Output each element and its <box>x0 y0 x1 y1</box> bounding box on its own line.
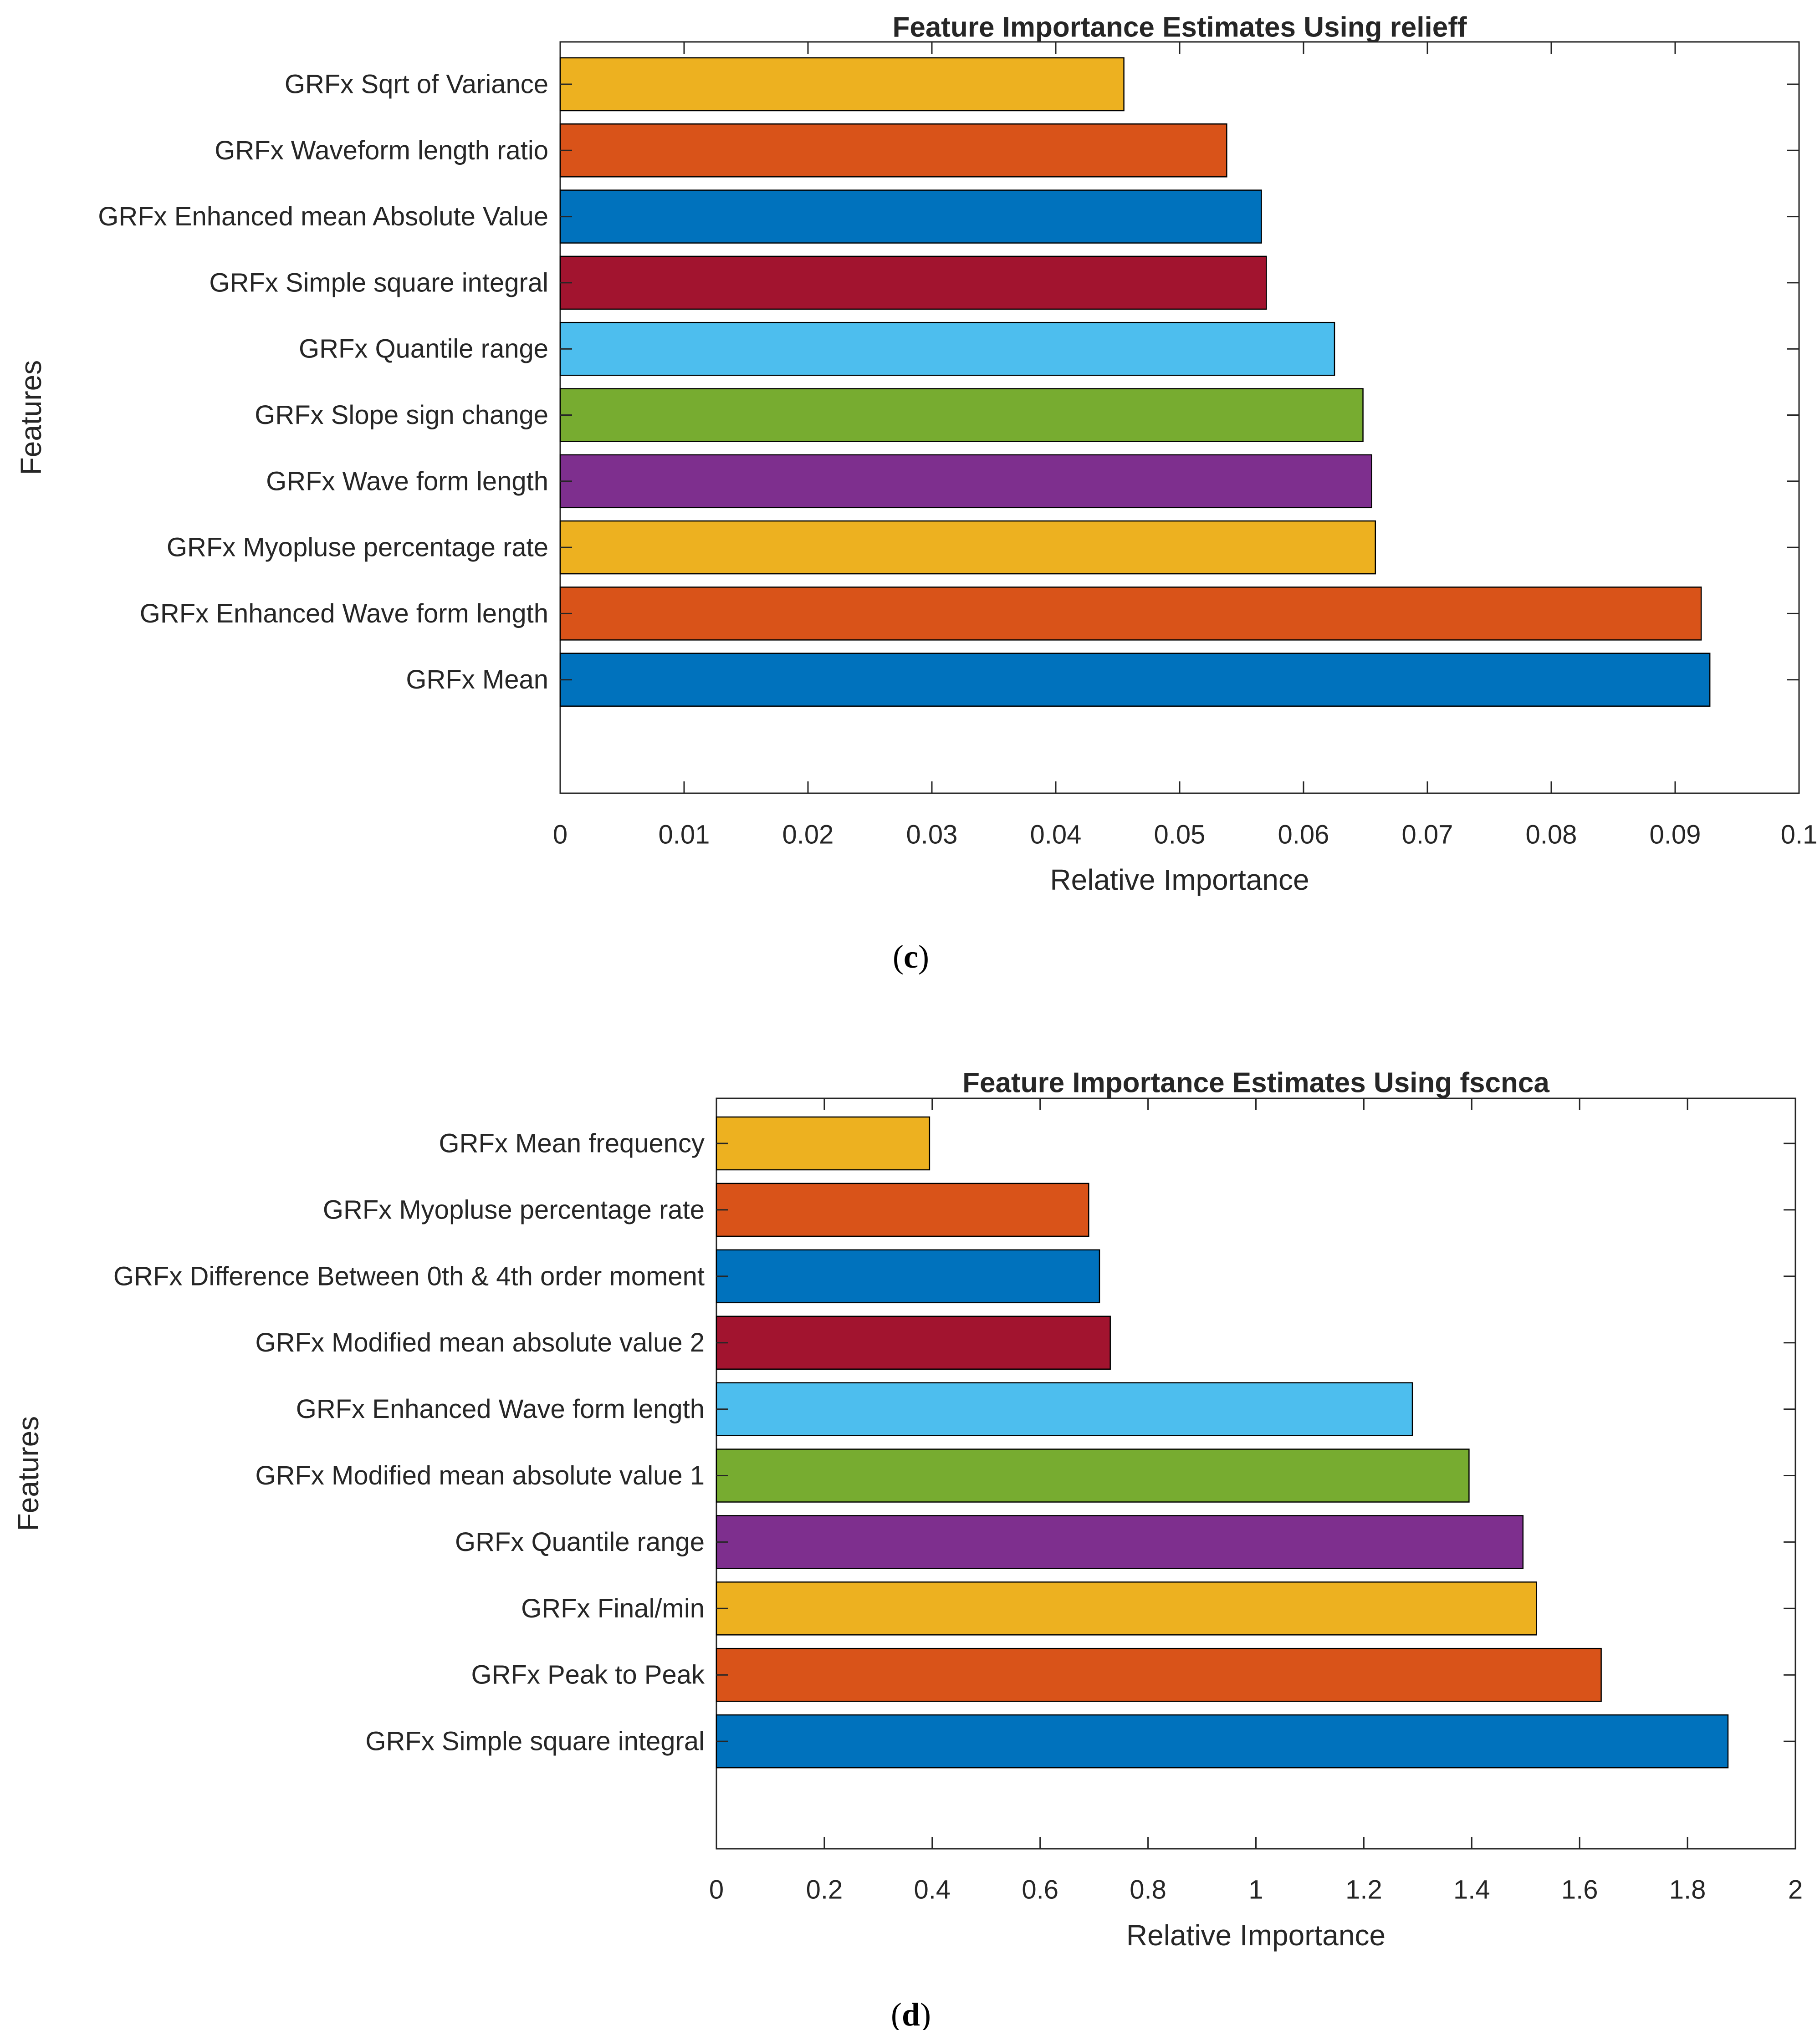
bar-grfx-quantile-range <box>559 321 1335 376</box>
y-tick-label-grfx-simple-square-integral: GRFx Simple square integral <box>209 268 548 297</box>
y-tick-label-grfx-enhanced-wave-form-length: GRFx Enhanced Wave form length <box>296 1394 705 1424</box>
x-tick-label: 1 <box>1248 1875 1263 1905</box>
x-tick-label: 0.6 <box>1022 1875 1058 1905</box>
bar-grfx-difference-between-0th-4th-order-moment <box>716 1249 1100 1304</box>
x-tick-label: 0 <box>553 820 567 850</box>
y-tick-label-grfx-myopluse-percentage-rate: GRFx Myopluse percentage rate <box>167 533 548 562</box>
x-tick-label: 1.2 <box>1345 1875 1382 1905</box>
bar-grfx-modified-mean-absolute-value-2 <box>716 1316 1111 1370</box>
bar-grfx-mean <box>559 653 1711 707</box>
bar-grfx-enhanced-wave-form-length <box>716 1382 1413 1436</box>
caption-close-paren: ) <box>920 1996 931 2030</box>
x-tick-label: 2 <box>1788 1875 1803 1905</box>
y-tick-label-grfx-enhanced-wave-form-length: GRFx Enhanced Wave form length <box>140 599 548 628</box>
x-tick-label: 0.01 <box>659 820 710 850</box>
bar-grfx-simple-square-integral <box>559 255 1267 310</box>
y-tick-label-grfx-waveform-length-ratio: GRFx Waveform length ratio <box>215 136 548 165</box>
bar-grfx-sqrt-of-variance <box>559 57 1125 112</box>
x-tick-label: 0.4 <box>914 1875 951 1905</box>
chart-fscnca: GRFx Mean frequency GRFx Myopluse percent… <box>12 1067 1803 2030</box>
caption-open-paren: ( <box>891 1996 902 2030</box>
caption-letter: d <box>902 1996 920 2030</box>
x-tick-label: 0.09 <box>1650 820 1701 850</box>
bar-grfx-simple-square-integral <box>716 1714 1729 1769</box>
x-tick-label: 0.08 <box>1526 820 1577 850</box>
x-tick-label: 0.06 <box>1278 820 1329 850</box>
bar-grfx-myopluse-percentage-rate <box>559 520 1376 575</box>
y-tick-label-grfx-mean: GRFx Mean <box>406 665 548 694</box>
x-tick-label: 0 <box>709 1875 724 1905</box>
caption-open-paren: ( <box>893 938 904 975</box>
x-tick-label: 1.8 <box>1669 1875 1706 1905</box>
x-tick-label: 0.8 <box>1130 1875 1166 1905</box>
bar-grfx-wave-form-length <box>559 454 1372 509</box>
x-tick-label: 0.2 <box>806 1875 843 1905</box>
bar-grfx-quantile-range <box>716 1515 1524 1569</box>
y-tick-label-grfx-quantile-range: GRFx Quantile range <box>455 1527 705 1557</box>
x-tick-label: 0.05 <box>1154 820 1206 850</box>
bar-grfx-waveform-length-ratio <box>559 123 1227 178</box>
y-tick-label-grfx-mean-frequency: GRFx Mean frequency <box>439 1129 705 1158</box>
y-tick-label-grfx-simple-square-integral: GRFx Simple square integral <box>365 1727 705 1756</box>
x-tick-label: 0.1 <box>1781 820 1818 850</box>
y-tick-label-grfx-quantile-range: GRFx Quantile range <box>299 334 548 364</box>
panel-caption: (c) <box>893 938 929 975</box>
y-tick-label-grfx-myopluse-percentage-rate: GRFx Myopluse percentage rate <box>323 1195 705 1224</box>
bar-grfx-slope-sign-change <box>559 388 1364 442</box>
y-tick-label-grfx-modified-mean-absolute-value-1: GRFx Modified mean absolute value 1 <box>255 1461 705 1490</box>
y-tick-label-grfx-sqrt-of-variance: GRFx Sqrt of Variance <box>285 70 548 99</box>
y-axis-label: Features <box>12 1416 45 1531</box>
x-tick-label: 1.6 <box>1561 1875 1598 1905</box>
y-tick-label-grfx-final-min: GRFx Final/min <box>521 1594 705 1623</box>
bar-grfx-final-min <box>716 1581 1537 1636</box>
bar-grfx-peak-to-peak <box>716 1647 1602 1702</box>
x-tick-label: 0.04 <box>1030 820 1082 850</box>
chart-title: Feature Importance Estimates Using fscnc… <box>962 1067 1549 1099</box>
x-tick-label: 0.07 <box>1402 820 1453 850</box>
bar-grfx-mean-frequency <box>716 1116 930 1171</box>
y-axis-label: Features <box>15 360 47 475</box>
y-tick-label-grfx-modified-mean-absolute-value-2: GRFx Modified mean absolute value 2 <box>255 1328 705 1357</box>
caption-close-paren: ) <box>918 938 929 975</box>
chart-relieff: GRFx Sqrt of Variance GRFx Waveform lengt… <box>15 12 1817 975</box>
x-tick-label: 0.02 <box>782 820 834 850</box>
x-axis-label: Relative Importance <box>1050 863 1309 896</box>
chart-title: Feature Importance Estimates Using relie… <box>892 12 1467 43</box>
bar-grfx-enhanced-wave-form-length <box>559 587 1702 641</box>
x-tick-label: 0.03 <box>906 820 958 850</box>
y-tick-label-grfx-wave-form-length: GRFx Wave form length <box>266 466 548 496</box>
x-tick-label: 1.4 <box>1453 1875 1490 1905</box>
bar-grfx-enhanced-mean-absolute-value <box>559 189 1262 244</box>
bar-grfx-myopluse-percentage-rate <box>716 1183 1089 1237</box>
caption-letter: c <box>904 938 918 975</box>
x-axis-label: Relative Importance <box>1126 1919 1385 1952</box>
y-tick-label-grfx-slope-sign-change: GRFx Slope sign change <box>255 400 548 430</box>
y-tick-label-grfx-enhanced-mean-absolute-value: GRFx Enhanced mean Absolute Value <box>98 202 548 231</box>
panel-caption: (d) <box>891 1996 931 2030</box>
bar-grfx-modified-mean-absolute-value-1 <box>716 1449 1470 1503</box>
y-tick-label-grfx-peak-to-peak: GRFx Peak to Peak <box>471 1660 705 1690</box>
y-tick-label-grfx-difference-between-0th-4th-order-moment: GRFx Difference Between 0th & 4th order … <box>113 1261 705 1291</box>
